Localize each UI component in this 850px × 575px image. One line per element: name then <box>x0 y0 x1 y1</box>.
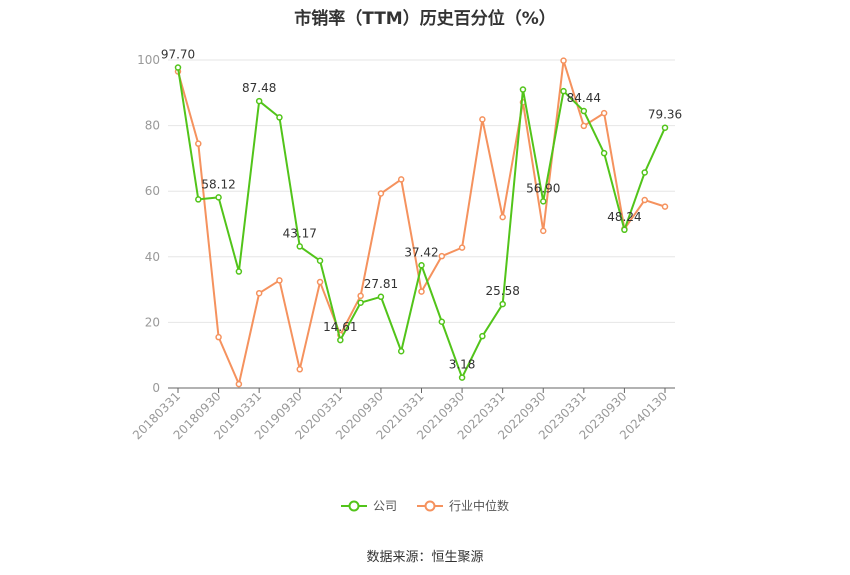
data-point-industry <box>560 57 567 64</box>
data-point-industry <box>458 244 466 251</box>
data-point-company <box>255 97 263 105</box>
data-point-industry <box>540 227 547 235</box>
data-point-company <box>276 114 283 121</box>
data-point-industry <box>255 289 263 297</box>
data-point-company <box>438 318 446 325</box>
data-point-company <box>357 299 364 306</box>
data-point-company <box>397 348 405 355</box>
y-tick-label: 100 <box>137 53 160 67</box>
legend-label-company: 公司 <box>372 499 397 513</box>
data-label: 48.24 <box>607 210 641 224</box>
data-label: 87.48 <box>242 81 276 95</box>
data-point-company <box>418 262 425 269</box>
data-point-industry <box>195 140 202 147</box>
y-tick-label: 40 <box>145 250 160 264</box>
data-point-industry <box>641 196 648 204</box>
data-label: 3.18 <box>449 358 476 372</box>
data-point-company <box>600 149 608 157</box>
legend-marker-company <box>340 500 367 511</box>
data-point-industry <box>357 292 364 300</box>
data-point-industry <box>377 190 385 197</box>
data-label: 14.61 <box>323 320 357 334</box>
data-point-company <box>296 243 303 250</box>
data-point-industry <box>215 333 222 341</box>
data-point-company <box>235 268 243 275</box>
data-label: 56.90 <box>526 181 560 195</box>
data-source: 数据来源：恒生聚源 <box>366 550 484 565</box>
data-point-company <box>499 300 506 308</box>
legend-item-company[interactable]: 公司 <box>340 497 397 514</box>
data-point-company <box>377 293 385 301</box>
y-tick-label: 20 <box>145 315 160 329</box>
chart-title: 市销率（TTM）历史百分位（%） <box>294 9 556 29</box>
data-label: 58.12 <box>201 177 235 191</box>
data-label: 84.44 <box>567 91 601 105</box>
data-point-industry <box>600 109 608 117</box>
data-point-company <box>540 198 547 205</box>
legend: 公司 行业中位数 <box>0 497 850 514</box>
data-point-company <box>519 86 527 93</box>
data-label: 43.17 <box>283 226 317 240</box>
data-point-industry <box>316 278 324 286</box>
data-point-industry <box>438 252 446 260</box>
data-point-company <box>337 336 344 344</box>
data-point-industry <box>276 277 283 284</box>
data-point-company <box>195 196 202 203</box>
data-point-company <box>621 226 628 234</box>
data-point-industry <box>661 203 669 210</box>
data-label: 79.36 <box>648 108 682 122</box>
data-point-industry <box>479 116 486 123</box>
data-point-industry <box>397 176 405 183</box>
legend-item-industry[interactable]: 行业中位数 <box>417 497 509 514</box>
data-point-industry <box>418 288 425 295</box>
y-tick-label: 80 <box>145 119 160 133</box>
data-label: 27.81 <box>364 277 398 291</box>
data-point-company <box>174 64 182 71</box>
data-point-industry <box>499 213 506 221</box>
y-tick-label: 60 <box>145 184 160 198</box>
data-point-company <box>458 374 466 381</box>
data-point-company <box>580 107 588 115</box>
data-point-industry <box>296 366 303 373</box>
data-point-industry <box>580 122 588 130</box>
data-point-company <box>641 169 648 176</box>
y-tick-label: 0 <box>152 381 160 395</box>
data-point-company <box>560 87 567 95</box>
data-point-company <box>479 332 486 340</box>
legend-marker-industry <box>417 500 443 511</box>
data-point-company <box>215 194 222 201</box>
legend-label-industry: 行业中位数 <box>449 499 510 513</box>
data-point-company <box>316 257 324 264</box>
data-label: 97.70 <box>161 48 195 62</box>
data-label: 25.58 <box>485 284 519 298</box>
data-point-industry <box>235 380 243 388</box>
series-line-industry <box>177 59 666 386</box>
data-point-company <box>661 124 669 131</box>
data-label: 37.42 <box>404 245 438 259</box>
